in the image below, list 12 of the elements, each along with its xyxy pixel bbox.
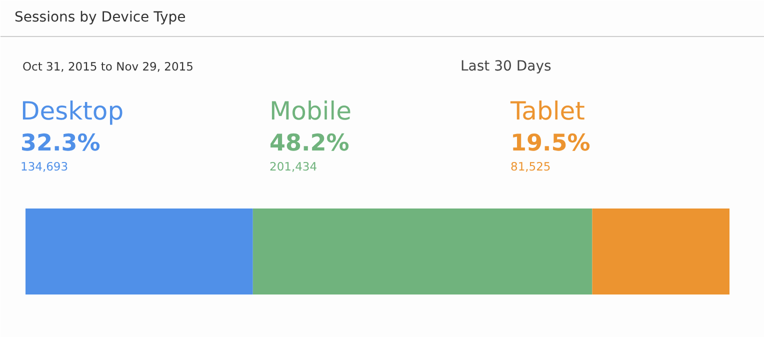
text: Tablet xyxy=(510,96,586,126)
text: 32.3% xyxy=(20,130,100,156)
text: 81,525 xyxy=(510,160,551,174)
text: 48.2% xyxy=(270,130,350,156)
text: 134,693 xyxy=(20,160,68,174)
text: 201,434 xyxy=(270,160,318,174)
text: 19.5% xyxy=(510,130,590,156)
text: Desktop xyxy=(20,96,124,126)
chart-title: Sessions by Device Type xyxy=(14,10,186,26)
chart-subtitle: Oct 31, 2015 to Nov 29, 2015 xyxy=(22,60,194,74)
text: Mobile xyxy=(270,96,352,126)
text: Last 30 Days xyxy=(460,58,552,74)
